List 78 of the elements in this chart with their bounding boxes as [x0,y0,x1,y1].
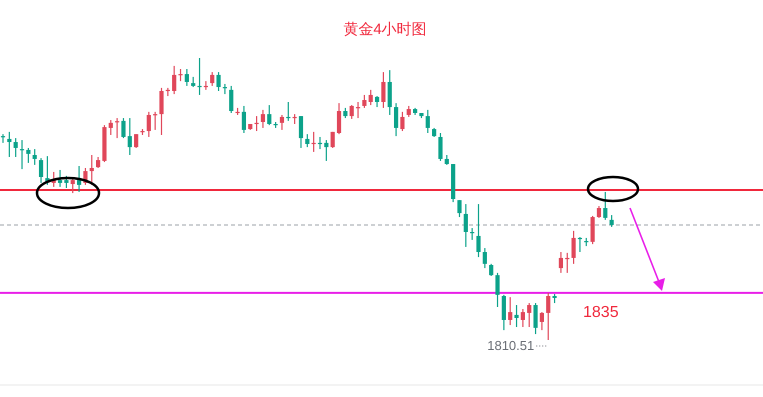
candlestick [464,203,468,248]
candlestick [267,104,272,126]
candlestick [406,105,411,118]
candlestick [584,237,588,247]
candlestick [527,302,532,328]
candlestick [32,148,37,166]
candlestick [191,76,196,88]
candlestick [312,131,316,153]
candlestick [533,302,538,335]
candlestick [330,131,335,149]
candlestick [38,158,44,184]
candlestick [184,68,189,87]
candlestick [7,131,12,158]
chart-title: 黄金4小时图 [343,21,427,38]
candlestick [610,214,614,228]
candlestick [64,175,68,189]
candlestick [121,117,126,139]
candlestick [216,72,221,92]
candlestick [134,134,138,149]
candlestick [400,111,405,132]
candlestick [476,203,481,258]
candlestick [356,101,360,119]
candlestick [178,68,183,82]
candlestick [350,104,354,120]
candlestick [438,132,443,162]
candlestick [514,304,519,328]
candlestick [546,292,550,341]
candlestick [128,117,132,156]
candlestick [115,117,120,139]
candlestick [229,85,234,114]
candlestick [260,109,266,129]
candlestick [565,252,570,274]
candlestick [20,139,24,170]
candlestick [374,95,380,108]
candlestick [324,139,328,162]
candlestick [108,119,113,136]
candlestick [596,205,602,218]
candlestick [502,294,506,331]
candlestick [572,230,576,264]
candlestick [336,102,342,135]
candlestick [76,165,82,193]
candlestick [432,127,436,138]
candlestick [520,308,525,328]
candlestick [540,311,544,331]
candlestick [153,111,158,131]
candlestick [242,105,246,134]
candlestick [146,111,151,138]
annotation: 1835 [583,304,619,321]
candlestick [286,101,290,122]
candlestick [489,263,494,277]
candlestick [362,94,366,109]
candlestick [368,89,373,106]
candlestick [172,65,176,95]
candlestick [166,87,170,97]
candlestick [96,156,100,169]
candlestick [558,251,564,274]
candlestick [90,154,94,186]
candlestick [457,200,462,218]
candlestick [444,154,449,166]
candlestick [210,72,214,87]
candlestick [603,191,608,220]
candlestick [495,272,500,308]
candlestick [280,114,284,131]
candlestick [343,107,348,119]
candlestick [508,296,512,326]
annotation: 1810.51 [487,338,534,353]
candlestick [305,134,310,148]
candlestick [394,102,398,137]
candlestick [426,109,430,134]
candlestick [26,147,30,164]
candlestick [470,227,474,240]
candlestick [298,115,304,149]
candlestick [552,293,557,304]
candlestick [482,247,487,269]
candlestick [14,137,18,158]
candlestick [58,169,62,188]
candlestick [381,72,386,109]
candlestick [159,87,164,136]
